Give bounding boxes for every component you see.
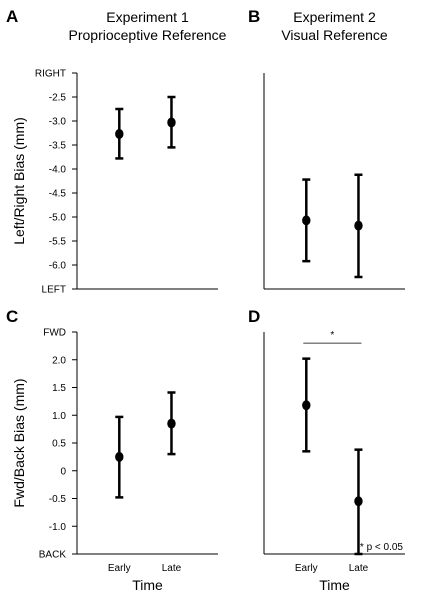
mean-point xyxy=(115,451,124,462)
y-tick-label: 1.0 xyxy=(52,411,66,422)
mean-point xyxy=(115,128,124,139)
y-tick-label: -1.0 xyxy=(49,522,67,533)
panel-label: C xyxy=(6,307,18,326)
mean-point xyxy=(167,418,176,429)
y-tick-label: -4.5 xyxy=(49,189,67,200)
y-tick-label: -3.0 xyxy=(49,117,67,128)
panel-label: A xyxy=(6,7,18,26)
y-tick-label: -0.5 xyxy=(49,494,67,505)
y-axis-label: Fwd/Back Bias (mm) xyxy=(11,378,27,507)
y-tick-label: RIGHT xyxy=(35,69,66,80)
panel-title-line: Proprioceptive Reference xyxy=(69,27,227,43)
mean-point xyxy=(302,215,311,226)
mean-point xyxy=(354,220,363,231)
y-tick-label: -6.0 xyxy=(49,261,67,272)
significance-note: * p < 0.05 xyxy=(360,542,404,553)
y-tick-label: 0 xyxy=(60,466,66,477)
x-tick-label: Late xyxy=(162,563,182,574)
y-axis-label: Left/Right Bias (mm) xyxy=(11,117,27,245)
x-tick-label: Late xyxy=(349,563,369,574)
x-axis-label: Time xyxy=(132,577,163,593)
y-tick-label: 0.5 xyxy=(52,439,66,450)
x-axis-label: Time xyxy=(319,577,350,593)
mean-point xyxy=(302,400,311,411)
significance-marker: * xyxy=(330,330,334,341)
y-tick-label: -3.5 xyxy=(49,141,67,152)
panel-title-line: Experiment 2 xyxy=(293,9,376,25)
x-tick-label: Early xyxy=(108,563,131,574)
y-tick-label: -5.0 xyxy=(49,213,67,224)
y-tick-label: BACK xyxy=(39,550,67,561)
y-tick-label: 2.0 xyxy=(52,355,66,366)
x-tick-label: Early xyxy=(295,563,318,574)
y-tick-label: FWD xyxy=(43,328,66,339)
y-tick-label: -4.0 xyxy=(49,165,67,176)
y-tick-label: LEFT xyxy=(42,285,66,296)
panel-title-line: Visual Reference xyxy=(281,27,388,43)
panel-title-line: Experiment 1 xyxy=(106,9,189,25)
y-tick-label: -5.5 xyxy=(49,237,67,248)
panel-label: B xyxy=(248,7,260,26)
mean-point xyxy=(354,496,363,507)
y-tick-label: 1.5 xyxy=(52,383,66,394)
y-tick-label: -2.5 xyxy=(49,93,67,104)
panel-label: D xyxy=(248,307,260,326)
mean-point xyxy=(167,117,176,128)
